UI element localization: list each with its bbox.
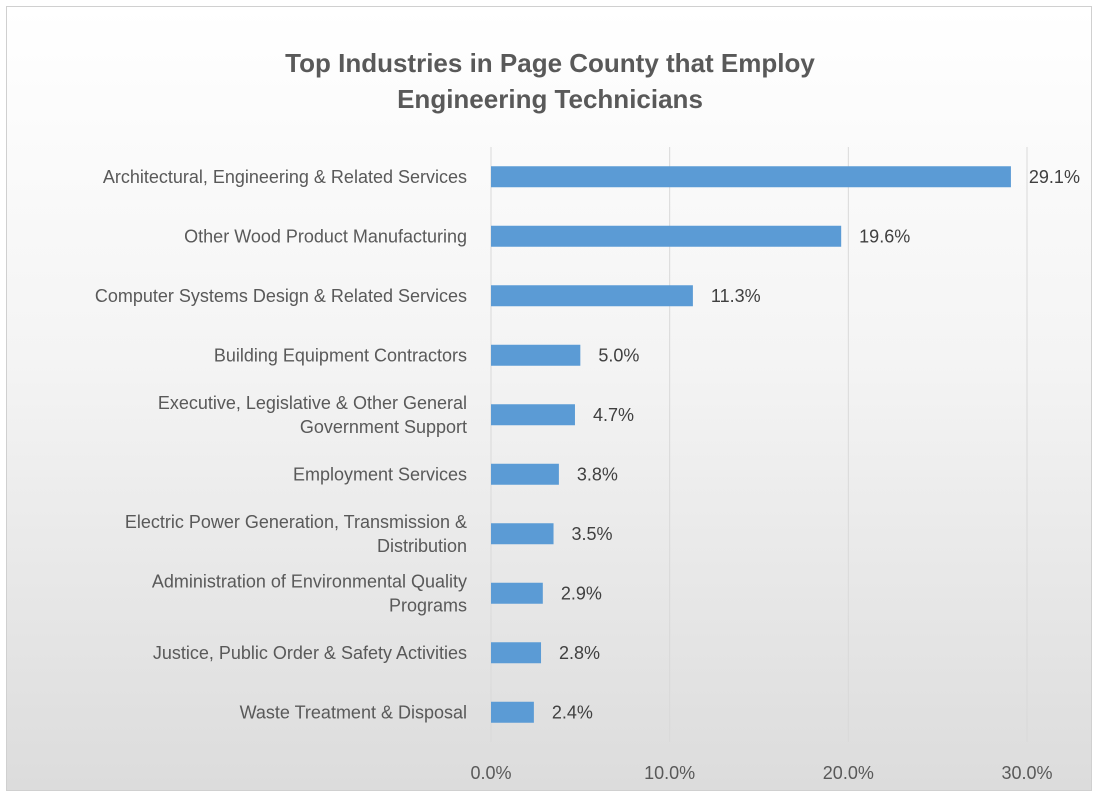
bar-0 (491, 166, 1011, 188)
category-label-4-line-0: Executive, Legislative & Other General (158, 393, 467, 413)
value-label-0: 29.1% (1029, 167, 1080, 187)
category-label-2: Computer Systems Design & Related Servic… (95, 286, 467, 306)
x-tick-label-0: 0.0% (470, 763, 511, 783)
bar-6 (491, 523, 554, 545)
value-label-1: 19.6% (859, 226, 910, 246)
chart-frame: Top Industries in Page County that Emplo… (6, 6, 1092, 791)
value-label-6: 3.5% (572, 524, 613, 544)
value-label-2: 11.3% (711, 286, 761, 306)
bar-4 (491, 404, 575, 426)
value-label-9: 2.4% (552, 702, 593, 722)
bar-8 (491, 642, 542, 664)
chart-title-line-2: Engineering Technicians (397, 84, 703, 114)
category-label-9: Waste Treatment & Disposal (240, 702, 467, 722)
bar-5 (491, 463, 559, 485)
category-label-1: Other Wood Product Manufacturing (184, 226, 467, 246)
x-tick-label-3: 30.0% (1001, 763, 1052, 783)
category-label-7-line-0: Administration of Environmental Quality (152, 571, 467, 591)
category-label-0: Architectural, Engineering & Related Ser… (103, 167, 467, 187)
category-label-5: Employment Services (293, 464, 467, 484)
category-label-6-line-0: Electric Power Generation, Transmission … (125, 512, 467, 532)
value-label-7: 2.9% (561, 583, 602, 603)
chart-title: Top Industries in Page County that Emplo… (7, 45, 1093, 117)
value-label-3: 5.0% (598, 345, 639, 365)
chart-title-line-1: Top Industries in Page County that Emplo… (285, 48, 815, 78)
bar-3 (491, 344, 581, 366)
value-label-8: 2.8% (559, 643, 600, 663)
x-tick-label-1: 10.0% (644, 763, 695, 783)
x-tick-label-2: 20.0% (823, 763, 874, 783)
category-label-4-line-1: Government Support (300, 417, 467, 437)
category-label-8: Justice, Public Order & Safety Activitie… (153, 643, 467, 663)
value-label-4: 4.7% (593, 405, 634, 425)
category-label-6-line-1: Distribution (377, 536, 467, 556)
bar-7 (491, 582, 543, 604)
category-label-3: Building Equipment Contractors (214, 345, 467, 365)
bar-9 (491, 701, 534, 723)
bar-1 (491, 225, 842, 247)
bar-chart: 0.0% 10.0% 20.0% 30.0% Architectural, Engine… (95, 147, 1080, 783)
value-label-5: 3.8% (577, 464, 618, 484)
category-label-7-line-1: Programs (389, 595, 467, 615)
bar-2 (491, 285, 693, 307)
